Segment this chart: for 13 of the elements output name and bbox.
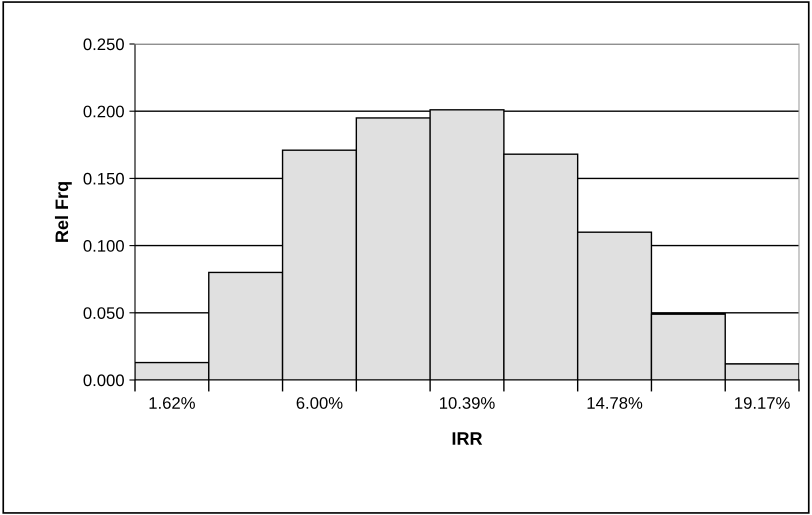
x-tick-label: 10.39% (440, 397, 495, 409)
y-tick-label: 0.200 (84, 106, 124, 118)
x-tick-label: 19.17% (735, 397, 790, 409)
y-tick-label: 0.050 (84, 307, 124, 320)
x-axis-title: IRR (452, 432, 482, 445)
x-tick-label: 14.78% (588, 397, 642, 409)
x-tick-label: 1.62% (150, 397, 195, 409)
y-tick-label: 0.150 (84, 172, 124, 185)
y-tick-label: 0.000 (84, 374, 124, 386)
y-axis-title: Rel Frq (54, 182, 72, 242)
y-tick-label: 0.100 (84, 240, 124, 252)
x-tick-label: 6.00% (296, 397, 342, 409)
y-tick-label: 0.250 (84, 38, 124, 50)
